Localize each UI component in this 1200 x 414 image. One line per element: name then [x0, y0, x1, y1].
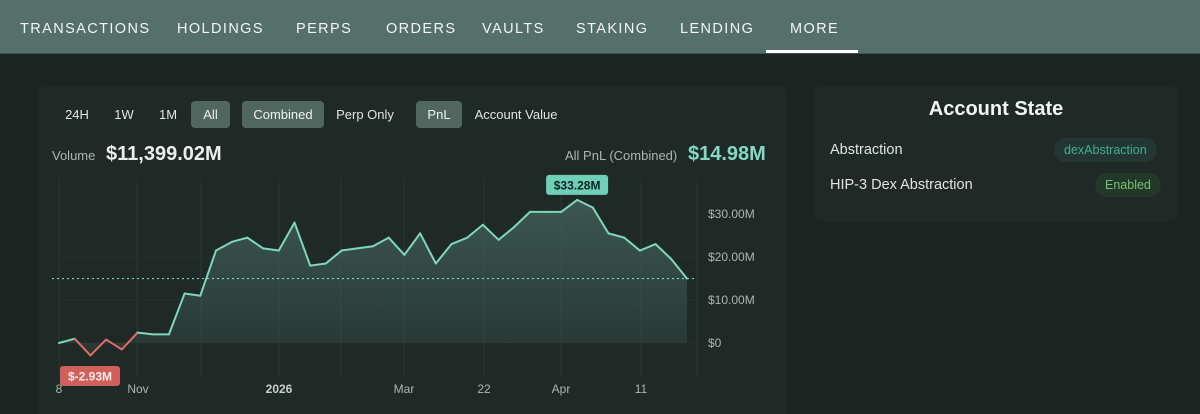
active-tab-indicator [766, 50, 858, 53]
metric-pnl-button[interactable]: PnL [416, 101, 462, 128]
pnl-line-segment [434, 243, 453, 265]
tab-more[interactable]: MORE [790, 21, 840, 37]
pnl-area-fill [59, 199, 687, 356]
abstraction-label: Abstraction [830, 142, 903, 158]
x-tick-label: 22 [477, 382, 491, 396]
max-value-label: $33.28M [554, 178, 601, 192]
range-24h-button[interactable]: 24H [65, 107, 89, 122]
pnl-line-segment [199, 249, 217, 297]
pnl-line-segment [654, 243, 673, 261]
pnl-line-segment [638, 243, 657, 252]
tab-lending[interactable]: LENDING [680, 21, 755, 37]
volume-label: Volume [52, 148, 96, 163]
pnl-line-segment [246, 236, 265, 250]
tab-vaults[interactable]: VAULTS [482, 21, 545, 37]
min-value-badge [60, 366, 120, 386]
x-tick-label: 8 [56, 382, 63, 396]
pnl-line-segment [73, 337, 92, 357]
pnl-line-segment [513, 210, 531, 228]
pnl-line-segment [89, 338, 108, 357]
pnl-line-segment [576, 198, 594, 209]
tab-orders[interactable]: ORDERS [386, 21, 457, 37]
pnl-line-segment [58, 337, 76, 344]
volume-value: $11,399.02M [106, 143, 222, 165]
pnl-line-segment [183, 292, 202, 297]
pnl-line-segment [387, 236, 406, 256]
hip3-status-badge: Enabled [1095, 173, 1161, 197]
y-tick-label: $20.00M [708, 250, 755, 264]
pnl-line-segment [607, 232, 626, 239]
account-state-title: Account State [928, 98, 1064, 120]
tab-transactions[interactable]: TRANSACTIONS [20, 21, 151, 37]
pnl-value: $14.98M [688, 143, 766, 165]
pnl-line-segment [560, 198, 579, 213]
tab-perps[interactable]: PERPS [296, 21, 353, 37]
pnl-line-segment [277, 221, 296, 252]
pnl-line-segment [372, 236, 390, 248]
pnl-line-segment [105, 338, 123, 351]
pnl-line-segment [623, 236, 641, 252]
range-all-button[interactable]: All [191, 101, 230, 128]
y-tick-label: $30.00M [708, 207, 755, 221]
range-1m-button[interactable]: 1M [158, 107, 178, 122]
pnl-line-segment [262, 247, 280, 252]
pnl-line-segment [136, 331, 155, 336]
range-1w-button[interactable]: 1W [114, 107, 134, 122]
abstraction-value-badge: dexAbstraction [1054, 138, 1157, 162]
x-tick-label: Apr [552, 382, 571, 396]
mode-perp-only-button[interactable]: Perp Only [336, 107, 394, 122]
y-tick-label: $0 [708, 336, 722, 350]
pnl-line-segment [230, 236, 249, 243]
pnl-line-segment [215, 240, 233, 252]
pnl-line-segment [293, 221, 312, 267]
top-nav-bar [0, 0, 1200, 54]
x-tick-label: 2026 [266, 382, 293, 396]
pnl-line-segment [167, 292, 186, 336]
x-tick-label: Nov [127, 382, 148, 396]
tab-holdings[interactable]: HOLDINGS [177, 21, 264, 37]
max-value-badge [546, 174, 609, 195]
x-tick-label: 11 [635, 382, 648, 396]
pnl-line-segment [309, 262, 327, 267]
pnl-line-segment [466, 223, 484, 239]
y-tick-label: $10.00M [708, 293, 755, 307]
pnl-line-segment [324, 249, 343, 265]
tab-staking[interactable]: STAKING [576, 21, 649, 37]
pnl-line-segment [120, 331, 139, 351]
pnl-line-segment [450, 236, 469, 246]
mode-combined-button[interactable]: Combined [242, 101, 324, 128]
pnl-label: All PnL (Combined) [565, 148, 678, 163]
pnl-line-segment [481, 223, 500, 241]
pnl-line-segment [356, 245, 374, 250]
pnl-line-segment [497, 225, 516, 241]
pnl-line-segment [403, 232, 422, 256]
x-tick-label: Mar [394, 382, 415, 396]
metric-account-value-button[interactable]: Account Value [474, 107, 558, 122]
min-value-label: $-2.93M [68, 370, 112, 384]
hip3-dex-abstraction-label: HIP-3 Dex Abstraction [830, 177, 973, 193]
pnl-line-segment [340, 247, 359, 252]
pnl-line-segment [591, 206, 610, 235]
pnl-line-segment [419, 232, 437, 265]
pnl-line-segment [670, 258, 688, 280]
